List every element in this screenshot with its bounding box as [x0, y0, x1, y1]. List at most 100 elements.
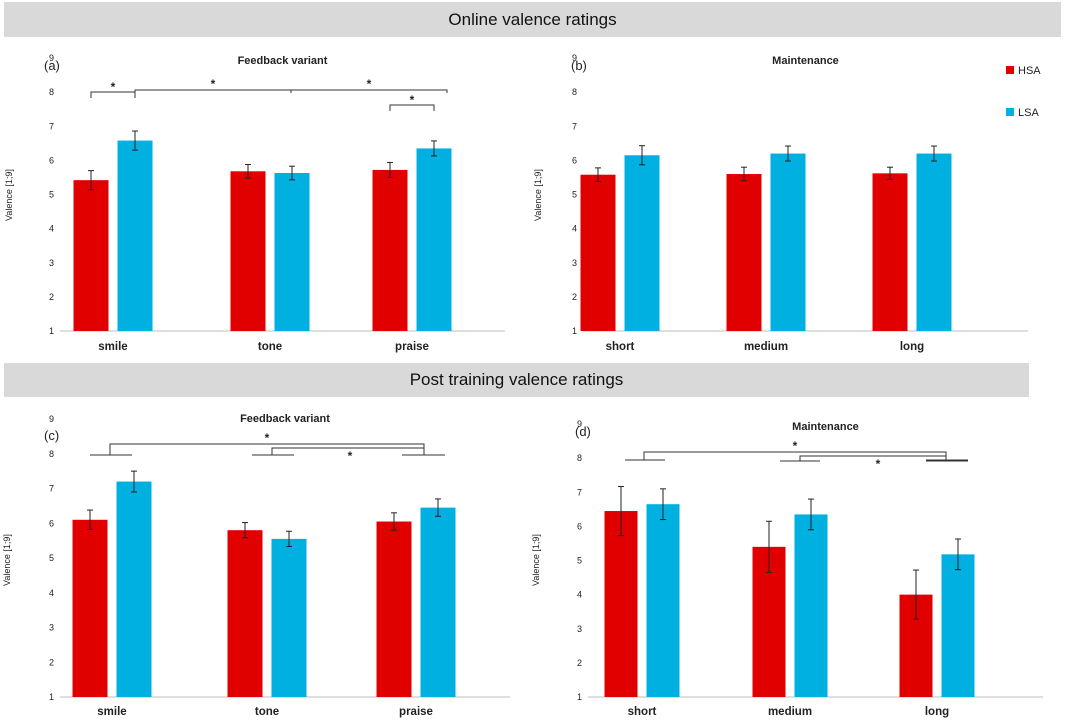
bar-lsa-smile: [116, 481, 152, 697]
y-tick-label: 1: [49, 692, 54, 702]
online-ratings-banner: Online valence ratings: [4, 2, 1061, 37]
y-tick-label: 4: [572, 224, 577, 234]
legend-label-hsa: HSA: [1018, 65, 1041, 77]
bar-lsa-short: [624, 155, 660, 331]
y-tick-label: 8: [577, 453, 582, 463]
significance-bracket: [799, 455, 947, 461]
panel-label: (b): [571, 58, 587, 73]
bar-hsa-smile: [72, 519, 108, 697]
y-tick-label: 4: [49, 224, 54, 234]
panel-title: Maintenance: [792, 421, 859, 433]
y-tick-label: 9: [577, 419, 582, 429]
significance-marker: *: [211, 77, 216, 91]
bar-hsa-medium: [726, 174, 762, 331]
bar-lsa-short: [646, 504, 680, 697]
panel-label: (c): [44, 428, 59, 443]
y-tick-label: 7: [572, 121, 577, 131]
post-ratings-banner: Post training valence ratings: [4, 363, 1029, 397]
category-label: praise: [395, 341, 429, 353]
y-tick-label: 2: [577, 658, 582, 668]
category-label: long: [925, 706, 949, 718]
panel-label: (a): [44, 58, 60, 73]
panel-title: Feedback variant: [240, 413, 330, 425]
significance-marker: *: [265, 431, 270, 445]
post-ratings-title: Post training valence ratings: [409, 370, 624, 389]
significance-marker: *: [111, 80, 116, 94]
category-label: short: [606, 341, 635, 353]
y-tick-label: 2: [572, 292, 577, 302]
significance-bracket: [290, 89, 448, 93]
y-tick-label: 4: [49, 588, 54, 598]
y-tick-label: 8: [49, 449, 54, 459]
y-tick-label: 8: [572, 87, 577, 97]
chart-panel-c: 1 2 3 4 5 6 7 8 9 Valence [1;9] (c) Feedback varian…: [2, 413, 510, 718]
significance-marker: *: [876, 457, 881, 471]
y-tick-label: 6: [572, 155, 577, 165]
y-tick-label: 1: [49, 326, 54, 336]
y-tick-label: 2: [49, 292, 54, 302]
panel-title: Maintenance: [772, 55, 839, 67]
y-tick-label: 5: [572, 190, 577, 200]
bar-lsa-long: [941, 554, 975, 697]
significance-bracket: [90, 91, 136, 98]
legend-swatch-hsa: [1006, 66, 1014, 74]
y-axis-label: Valence [1;9]: [531, 534, 541, 586]
bar-lsa-tone: [274, 173, 310, 331]
category-label: medium: [768, 706, 812, 718]
y-tick-label: 3: [577, 624, 582, 634]
y-tick-label: 6: [577, 521, 582, 531]
chart-panel-d: 1 2 3 4 5 6 7 8 9 Valence [1;9] (d) Maintenance shor…: [531, 419, 1043, 718]
y-tick-label: 5: [49, 553, 54, 563]
y-tick-label: 6: [49, 518, 54, 528]
bar-hsa-short: [580, 174, 616, 331]
category-label: tone: [255, 706, 279, 718]
y-tick-label: 1: [577, 692, 582, 702]
y-tick-label: 5: [577, 556, 582, 566]
y-axis-label: Valence [1;9]: [533, 169, 543, 221]
significance-bracket: [109, 443, 425, 455]
y-tick-label: 3: [49, 258, 54, 268]
category-label: praise: [399, 706, 433, 718]
y-tick-label: 9: [572, 53, 577, 63]
y-tick-label: 4: [577, 590, 582, 600]
y-axis-label: Valence [1;9]: [4, 169, 14, 221]
y-tick-label: 7: [49, 121, 54, 131]
legend-swatch-lsa: [1006, 108, 1014, 116]
bar-hsa-praise: [376, 521, 412, 697]
significance-marker: *: [348, 449, 353, 463]
y-tick-label: 7: [577, 487, 582, 497]
category-label: tone: [258, 341, 282, 353]
category-label: smile: [98, 341, 127, 353]
bar-lsa-praise: [416, 148, 452, 331]
online-ratings-title: Online valence ratings: [448, 9, 617, 29]
bar-lsa-smile: [117, 140, 153, 331]
category-label: long: [900, 341, 924, 353]
bar-lsa-tone: [271, 538, 307, 697]
bar-hsa-tone: [227, 530, 263, 697]
panel-title: Feedback variant: [238, 55, 328, 67]
y-tick-label: 1: [572, 326, 577, 336]
category-label: medium: [744, 341, 788, 353]
category-label: short: [628, 706, 657, 718]
y-axis-label: Valence [1;9]: [2, 534, 12, 586]
y-tick-label: 8: [49, 87, 54, 97]
bar-hsa-long: [872, 173, 908, 331]
y-tick-label: 7: [49, 484, 54, 494]
y-tick-label: 3: [49, 623, 54, 633]
significance-marker: *: [367, 77, 372, 91]
y-tick-label: 9: [49, 53, 54, 63]
y-tick-label: 6: [49, 155, 54, 165]
chart-panel-a: 1 2 3 4 5 6 7 8 9 Valence [1;9] (a) Feedback varian…: [4, 53, 505, 353]
bar-lsa-medium: [770, 153, 806, 331]
bar-lsa-medium: [794, 514, 828, 697]
significance-bracket: [271, 447, 425, 455]
chart-panel-b: 1 2 3 4 5 6 7 8 9 Valence [1;9] (b) Maintenance shor…: [533, 53, 1041, 353]
category-label: smile: [97, 706, 126, 718]
bar-hsa-praise: [372, 169, 408, 331]
significance-marker: *: [410, 93, 415, 107]
y-tick-label: 9: [49, 414, 54, 424]
bar-lsa-long: [916, 153, 952, 331]
legend-label-lsa: LSA: [1018, 107, 1039, 119]
bar-hsa-smile: [73, 180, 109, 331]
y-tick-label: 2: [49, 657, 54, 667]
